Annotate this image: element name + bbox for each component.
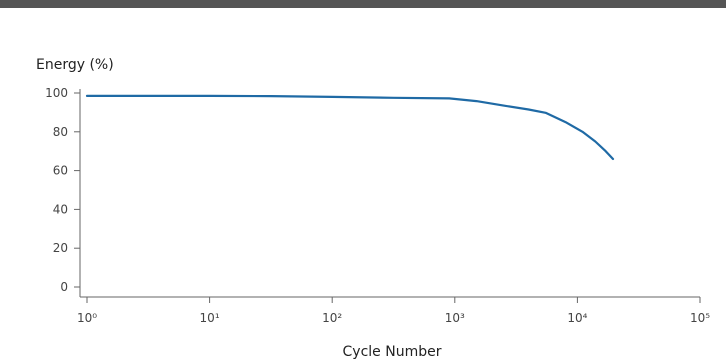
y-tick-label: 100 — [45, 86, 68, 100]
y-tick-label: 60 — [53, 164, 68, 178]
series-line — [85, 94, 615, 161]
y-tick-label: 20 — [53, 241, 68, 255]
x-tick-label: 10⁰ — [77, 311, 97, 325]
y-tick-label: 0 — [60, 280, 68, 294]
x-tick-label: 10³ — [445, 311, 465, 325]
x-axis-title: Cycle Number — [343, 344, 442, 360]
y-tick-label: 80 — [53, 125, 68, 139]
header-bar — [0, 0, 726, 8]
x-tick-label: 10⁴ — [567, 311, 587, 325]
x-tick-label: 10² — [322, 311, 342, 325]
series-group — [85, 94, 615, 161]
y-axis-title: Energy (%) — [36, 57, 114, 73]
x-tick-label: 10⁵ — [690, 311, 710, 325]
axes: 0 20 40 60 80 100 10⁰ 10¹ 10² 10³ 10⁴ 10⁵ — [45, 86, 710, 325]
x-tick-label: 10¹ — [200, 311, 220, 325]
y-tick-label: 40 — [53, 202, 68, 216]
